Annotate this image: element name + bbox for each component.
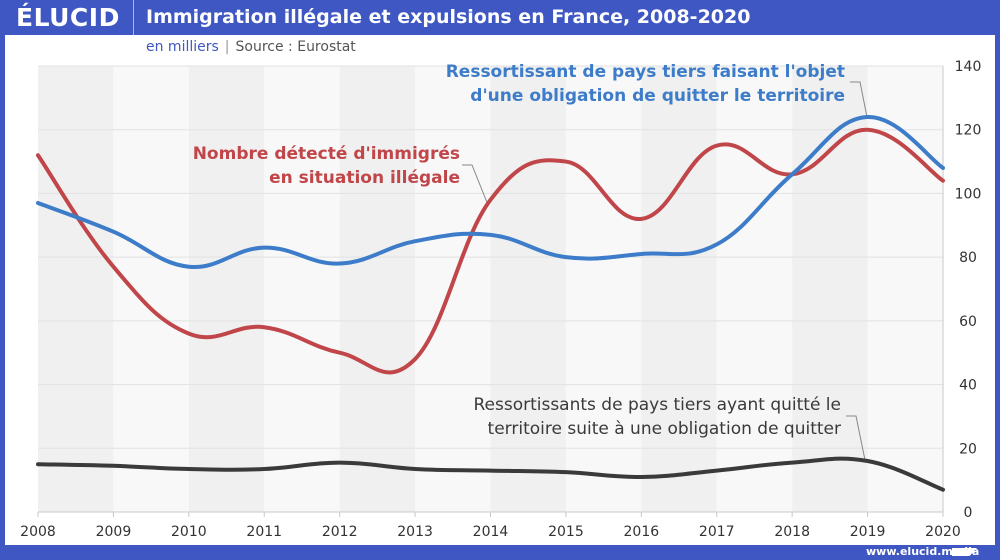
x-tick-label: 2008: [20, 524, 56, 540]
annotation-illegal-immigrants-line: Nombre détecté d'immigrés: [193, 144, 460, 164]
y-tick-label: 80: [959, 250, 977, 266]
x-tick-label: 2019: [850, 524, 886, 540]
source-label: Source : Eurostat: [235, 39, 356, 55]
column-bands: [38, 66, 943, 512]
column-band: [490, 66, 566, 512]
annotation-illegal-immigrants-line: en situation illégale: [269, 168, 460, 188]
column-band: [38, 66, 114, 512]
column-band: [264, 66, 340, 512]
unit-label: en milliers: [146, 39, 219, 55]
series-obligation-to-leave-line: [36, 114, 945, 269]
subtitle-separator: |: [224, 39, 230, 55]
series-departed-line: [36, 456, 945, 492]
x-tick-label: 2010: [171, 524, 207, 540]
axes: [37, 66, 944, 517]
column-band: [716, 66, 793, 512]
x-tick-label: 2012: [322, 524, 358, 540]
annotation-departed-line: territoire suite à une obligation de qui…: [488, 419, 841, 439]
y-tick-label: 40: [959, 378, 977, 394]
column-band: [565, 66, 642, 512]
header-bar: ÉLUCID Immigration illégale et expulsion…: [0, 0, 1000, 35]
column-band: [415, 66, 491, 512]
gridlines: [38, 65, 943, 449]
annotation-leaders: [462, 81, 868, 461]
x-tick-label: 2020: [925, 524, 961, 540]
footer-flag-icon: [952, 548, 977, 556]
x-tick-label: 2018: [774, 524, 810, 540]
leader-line: [462, 164, 489, 206]
column-band: [339, 66, 416, 512]
x-tick-label: 2017: [699, 524, 735, 540]
column-band: [792, 66, 868, 512]
column-band: [641, 66, 717, 512]
y-tick-labels: 0 20 40 60 80 100 120 140: [955, 59, 982, 521]
x-tick-label: 2013: [397, 524, 433, 540]
y-tick-label: 0: [964, 505, 973, 521]
chart-title: Immigration illégale et expulsions en Fr…: [146, 6, 751, 28]
annotation-obligation-to-leave-line: Ressortissant de pays tiers faisant l'ob…: [446, 62, 845, 82]
annotation-departed-line: Ressortissants de pays tiers ayant quitt…: [473, 395, 841, 415]
leader-line: [850, 81, 868, 118]
leader-line: [846, 415, 866, 461]
y-tick-label: 120: [955, 123, 982, 139]
y-tick-label: 100: [955, 186, 982, 202]
column-band: [188, 66, 265, 512]
elucid-logo: ÉLUCID: [16, 3, 120, 32]
x-tick-label: 2011: [246, 524, 282, 540]
x-tick-label: 2009: [96, 524, 132, 540]
y-tick-label: 60: [959, 314, 977, 330]
header-divider: [133, 0, 134, 35]
series-annotations: Nombre détecté d'immigrés en situation il…: [193, 62, 845, 439]
x-tick-label: 2015: [548, 524, 584, 540]
annotation-obligation-to-leave-line: d'une obligation de quitter le territoir…: [470, 86, 845, 106]
column-band: [867, 66, 943, 512]
x-tick-label: 2014: [473, 524, 509, 540]
y-tick-label: 20: [959, 441, 977, 457]
column-band: [113, 66, 189, 512]
footer-url[interactable]: www.elucid.media: [866, 545, 980, 558]
series-lines: [36, 114, 945, 492]
y-tick-label: 140: [955, 59, 982, 75]
chart-subtitle: en milliers | Source : Eurostat: [146, 39, 356, 55]
x-tick-label: 2016: [624, 524, 660, 540]
x-tick-labels: 2008 2009 2010 2011 2012 2013 2014 2015 2016 2017…: [20, 524, 961, 540]
